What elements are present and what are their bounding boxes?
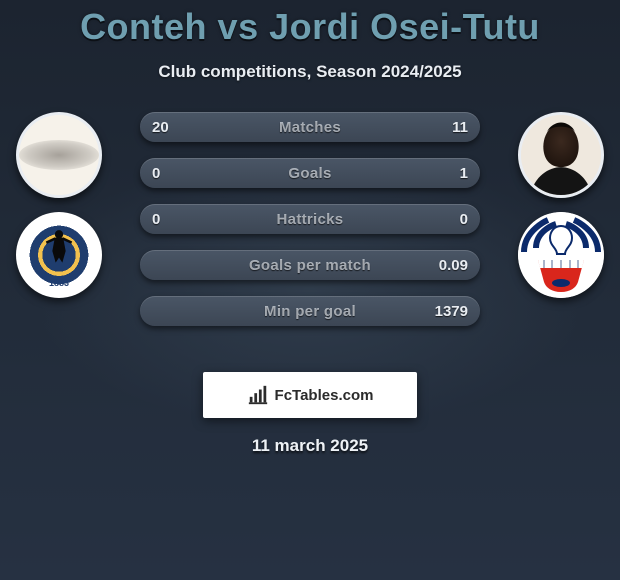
page-subtitle: Club competitions, Season 2024/2025 [0,62,620,82]
metrics-list: 20 Matches 11 0 Goals 1 0 Hattricks 0 Go… [140,112,480,342]
metric-label: Goals per match [140,250,480,280]
metric-right-value: 0 [460,204,468,234]
right-club-badge [518,212,604,298]
bolton-badge-icon [518,212,604,298]
right-player-column [506,112,616,298]
metric-right-value: 11 [452,112,468,142]
left-club-badge: 1883 [16,212,102,298]
metric-right-value: 1379 [435,296,468,326]
pirate-figure-icon [42,226,76,266]
avatar-placeholder-shadow [19,140,99,170]
date-label: 11 march 2025 [0,436,620,456]
compare-area: 1883 [0,112,620,362]
metric-label: Min per goal [140,296,480,326]
metric-label: Hattricks [140,204,480,234]
left-club-badge-year: 1883 [49,278,69,288]
metric-row: Min per goal 1379 [140,296,480,326]
source-attribution: FcTables.com [203,372,417,418]
left-player-column: 1883 [4,112,114,298]
metric-row: 0 Hattricks 0 [140,204,480,234]
player-silhouette-icon [521,115,601,195]
metric-row: 20 Matches 11 [140,112,480,142]
metric-right-value: 0.09 [439,250,468,280]
metric-label: Matches [140,112,480,142]
bar-chart-icon [247,384,269,406]
metric-row: Goals per match 0.09 [140,250,480,280]
page-title: Conteh vs Jordi Osei-Tutu [0,6,620,48]
left-player-avatar [16,112,102,198]
right-player-avatar [518,112,604,198]
metric-label: Goals [140,158,480,188]
metric-row: 0 Goals 1 [140,158,480,188]
metric-right-value: 1 [460,158,468,188]
content: Conteh vs Jordi Osei-Tutu Club competiti… [0,0,620,456]
source-label: FcTables.com [275,387,374,404]
